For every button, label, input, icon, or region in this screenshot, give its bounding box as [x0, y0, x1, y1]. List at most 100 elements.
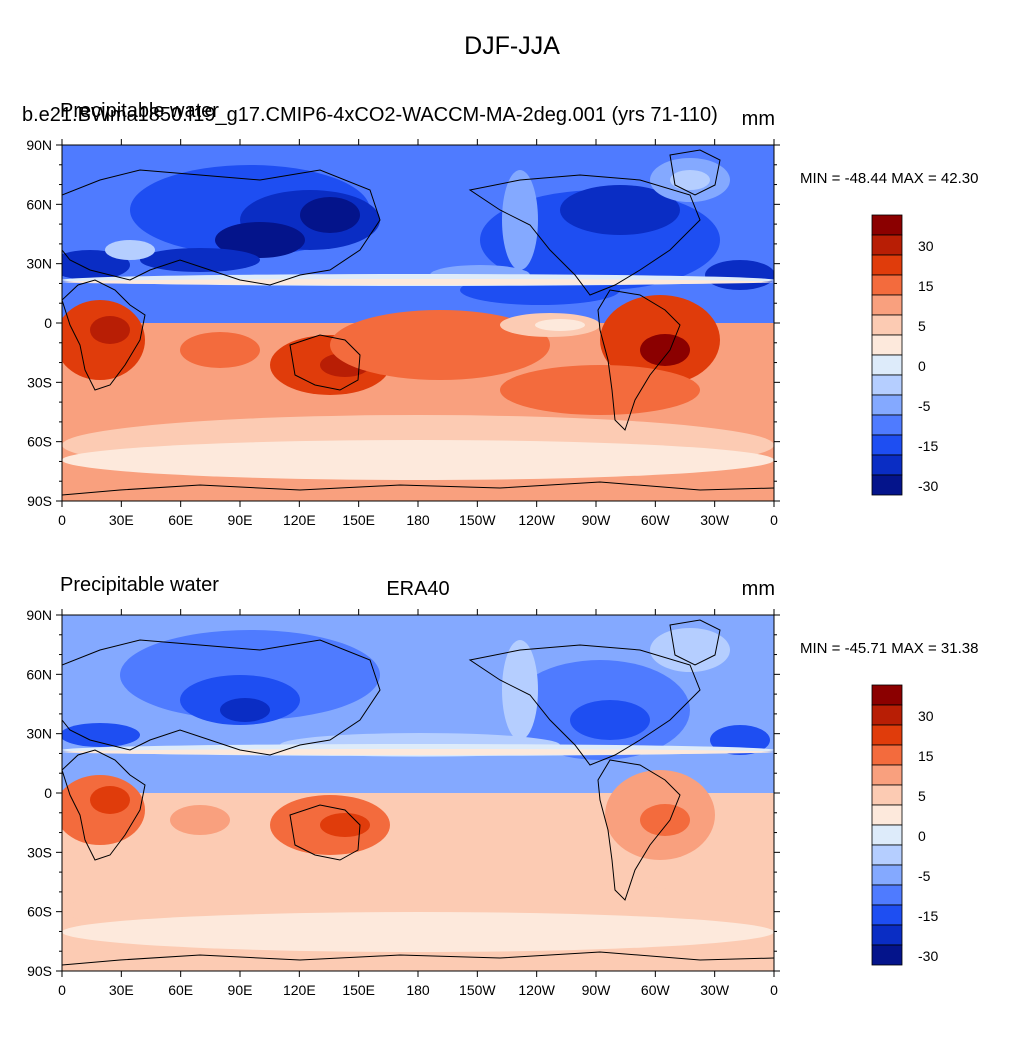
colorbar-swatch — [871, 414, 903, 436]
lon-tick-label: 0 — [58, 982, 66, 998]
colorbar-label: 0 — [918, 358, 926, 374]
contour-region — [62, 250, 130, 280]
colorbar-swatch — [871, 904, 903, 926]
contour-region — [500, 365, 700, 415]
colorbar-swatch — [871, 314, 903, 336]
lon-tick-label: 90W — [582, 512, 612, 528]
contour-region — [320, 813, 370, 837]
contour-region — [62, 912, 774, 952]
contour-region — [62, 723, 140, 747]
colorbar-swatch — [871, 704, 903, 726]
lon-tick-label: 120E — [283, 512, 316, 528]
min-max-label: MIN = -48.44 MAX = 42.30 — [800, 170, 979, 187]
contour-region — [105, 240, 155, 260]
colorbar-label: -30 — [918, 948, 938, 964]
colorbar-swatch — [871, 944, 903, 966]
lon-tick-label: 30W — [700, 982, 730, 998]
colorbar-swatch — [871, 374, 903, 396]
colorbar-label: 15 — [918, 278, 934, 294]
contour-region — [140, 248, 260, 272]
contour-region — [705, 260, 774, 290]
lon-tick-label: 150E — [342, 512, 375, 528]
contour-region — [670, 170, 710, 190]
lon-tick-label: 90E — [228, 512, 253, 528]
colorbar-swatch — [871, 764, 903, 786]
colorbar-swatch — [871, 294, 903, 316]
colorbar-label: 30 — [918, 238, 934, 254]
min-max-label: MIN = -45.71 MAX = 31.38 — [800, 640, 979, 657]
panel-center-label: ERA40 — [386, 578, 450, 600]
colorbar-label: 15 — [918, 748, 934, 764]
coastline — [62, 279, 146, 391]
lat-tick-label: 30S — [27, 844, 52, 860]
colorbar-swatch — [871, 394, 903, 416]
contour-region — [300, 197, 360, 233]
colorbar-swatch — [871, 684, 903, 706]
lon-tick-label: 0 — [770, 982, 778, 998]
colorbar-label: 30 — [918, 708, 934, 724]
lon-tick-label: 90W — [582, 982, 612, 998]
lon-tick-label: 180 — [406, 512, 430, 528]
lon-tick-label: 90E — [228, 982, 253, 998]
panel-center-label: b.e21.BWma1850.f19_g17.CMIP6-4xCO2-WACCM… — [22, 104, 718, 126]
colorbar-swatch — [871, 354, 903, 376]
lat-tick-label: 30S — [27, 374, 52, 390]
contour-region — [560, 185, 680, 235]
coastline — [669, 619, 721, 666]
contour-region — [215, 222, 305, 258]
colorbar-label: -5 — [918, 398, 931, 414]
colorbar-swatch — [871, 824, 903, 846]
contour-region — [180, 332, 260, 368]
lat-tick-label: 60S — [27, 904, 52, 920]
lon-tick-label: 30W — [700, 512, 730, 528]
contour-map: 90N 60N 30N 0 30S 60S 90S 0 30E 60E 90E 120E 150E 180… — [26, 137, 938, 528]
colorbar-swatch — [871, 744, 903, 766]
lat-tick-label: 60N — [26, 196, 52, 212]
coastline — [468, 644, 701, 766]
colorbar-label: 0 — [918, 828, 926, 844]
panel-model: b.e21.BWma1850.f19_g17.CMIP6-4xCO2-WACCM… — [0, 100, 1024, 570]
lon-tick-label: 30E — [109, 982, 134, 998]
lon-tick-label: 0 — [58, 512, 66, 528]
lon-tick-label: 120W — [518, 512, 555, 528]
panel-left-label: Precipitable water — [60, 100, 219, 122]
colorbar-swatch — [871, 804, 903, 826]
coastline — [597, 759, 681, 901]
colorbar-swatch — [871, 254, 903, 276]
panel-units-label: mm — [741, 108, 775, 130]
contour-region — [62, 440, 774, 480]
colorbar-swatch — [871, 864, 903, 886]
contour-region — [62, 749, 774, 755]
lon-tick-label: 30E — [109, 512, 134, 528]
contour-region — [535, 319, 585, 331]
lat-tick-label: 30N — [26, 256, 52, 272]
contour-region — [330, 310, 550, 380]
colorbar-swatch — [871, 724, 903, 746]
contour-region — [62, 279, 774, 285]
contour-field — [62, 145, 774, 501]
coastline — [289, 334, 361, 391]
lat-tick-label: 90N — [26, 607, 52, 623]
lon-tick-label: 60E — [168, 512, 193, 528]
lon-tick-label: 60W — [641, 512, 671, 528]
colorbar-label: 5 — [918, 318, 926, 334]
lat-tick-label: 0 — [44, 785, 52, 801]
lat-tick-label: 60S — [27, 434, 52, 450]
colorbar-label: -15 — [918, 438, 938, 454]
colorbar-swatch — [871, 454, 903, 476]
contour-region — [640, 334, 690, 366]
coastline — [62, 481, 774, 496]
colorbar-swatch — [871, 884, 903, 906]
colorbar-swatch — [871, 434, 903, 456]
colorbar-swatch — [871, 844, 903, 866]
colorbar-swatch — [871, 474, 903, 496]
contour-region — [220, 698, 270, 722]
contour-region — [90, 316, 130, 344]
colorbar-swatch — [871, 234, 903, 256]
coastline — [669, 149, 721, 196]
coastline — [62, 951, 774, 966]
contour-region — [570, 700, 650, 740]
lat-tick-label: 90N — [26, 137, 52, 153]
lat-tick-label: 0 — [44, 315, 52, 331]
colorbar-swatch — [871, 274, 903, 296]
